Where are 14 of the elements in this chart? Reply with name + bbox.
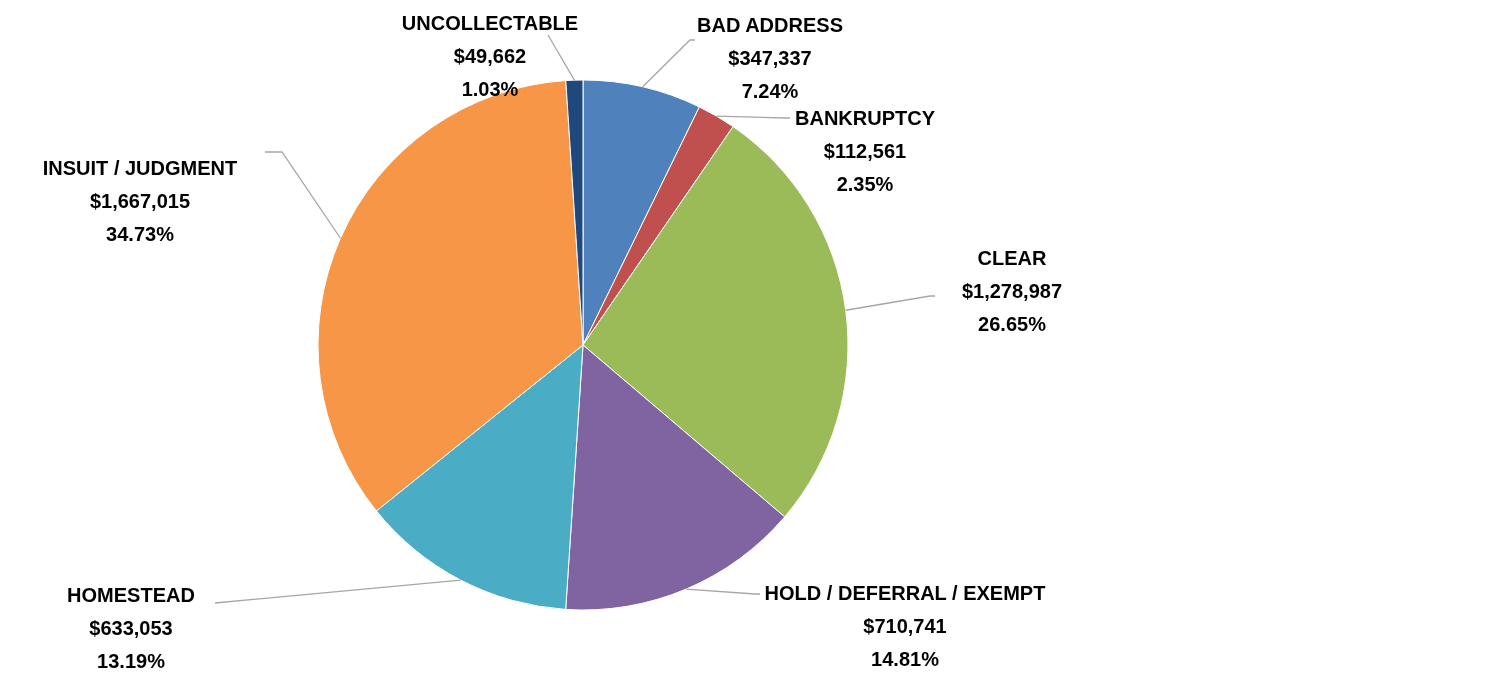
data-label: $1,278,987 26.65% bbox=[961, 280, 1063, 335]
slice-label: CLEAR bbox=[977, 247, 1047, 269]
data-label: $49,662 1.03% bbox=[453, 45, 527, 100]
slice-label: INSUIT / JUDGMENT bbox=[42, 157, 238, 179]
slice-label: BAD ADDRESS bbox=[697, 14, 843, 36]
slice-label: HOLD / DEFERRAL / EXEMPT bbox=[764, 582, 1046, 604]
data-label: $710,741 14.81% bbox=[863, 615, 947, 670]
slice-label: HOMESTEAD bbox=[67, 584, 195, 606]
slice-label: BANKRUPTCY bbox=[795, 107, 936, 129]
data-label: $112,561 2.35% bbox=[823, 140, 907, 195]
slice-label: UNCOLLECTABLE bbox=[401, 12, 579, 34]
data-label: $633,053 13.19% bbox=[89, 617, 173, 672]
data-label: $347,337 7.24% bbox=[728, 47, 812, 102]
data-label: $1,667,015 34.73% bbox=[89, 190, 191, 245]
